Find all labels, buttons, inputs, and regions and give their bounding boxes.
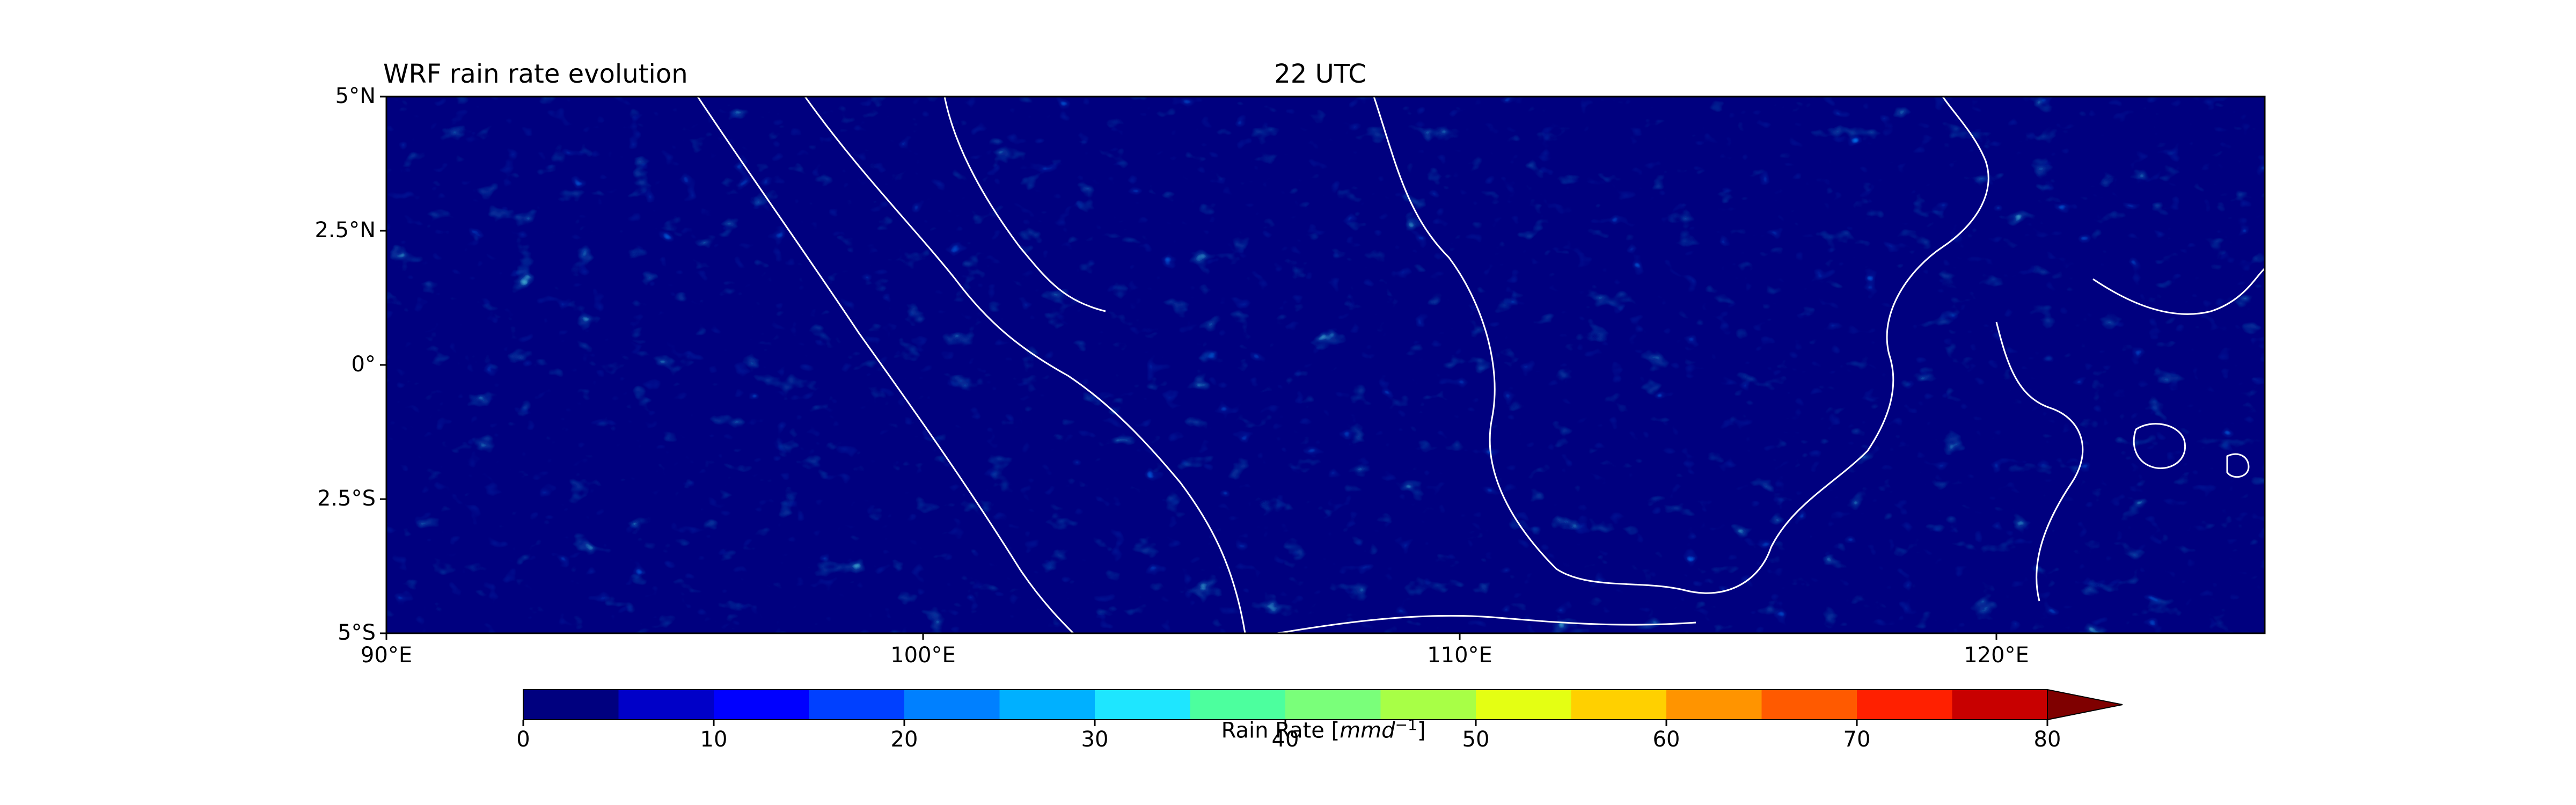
lat-tick-label: 5°N (335, 84, 376, 108)
colorbar-tick-label: 30 (1081, 727, 1109, 752)
colorbar-tick-label: 10 (700, 727, 728, 752)
colorbar-tick-label: 40 (1271, 727, 1299, 752)
colorbar-tick-label: 0 (516, 727, 530, 752)
colorbar-tick-label: 80 (2033, 727, 2061, 752)
colorbar-segment (1761, 690, 1857, 720)
colorbar-segment (1095, 690, 1190, 720)
lat-tick-label: 2.5°S (317, 486, 376, 511)
colorbar-label-exponent: −1 (1395, 716, 1417, 734)
colorbar-tick-label: 50 (1462, 727, 1490, 752)
coastline-malay (943, 97, 1106, 312)
coastline-java (1277, 614, 1696, 633)
colorbar-segment (999, 690, 1095, 720)
lon-tick-label: 90°E (360, 643, 413, 668)
colorbar-segment (1952, 690, 2048, 720)
coastline-sulawesi (1995, 267, 2265, 602)
colorbar-segment (1666, 690, 1762, 720)
coastline-borneo (1373, 97, 1989, 594)
title-left: WRF rain rate evolution (383, 59, 688, 89)
coastline-islands (2133, 423, 2250, 478)
colorbar-extend-arrow (2047, 689, 2123, 721)
colorbar-tick-label: 70 (1843, 727, 1871, 752)
lon-tick-label: 100°E (890, 643, 956, 668)
coastline-sumatra (804, 97, 1246, 633)
title-center: 22 UTC (1274, 59, 1366, 89)
coastline-sumatra-west (697, 97, 1074, 633)
colorbar-label-close: ] (1417, 718, 1426, 743)
coastlines (697, 97, 2265, 633)
colorbar-segment (904, 690, 1000, 720)
colorbar-segment (1190, 690, 1286, 720)
lon-tick-label: 120°E (1964, 643, 2029, 668)
rain-field-heavy (386, 97, 2265, 633)
colorbar-tick-label: 60 (1652, 727, 1680, 752)
colorbar-tick-label: 20 (890, 727, 918, 752)
map-area (385, 96, 2266, 634)
colorbar-label-text: Rain Rate [ (1221, 718, 1340, 743)
colorbar-segment (1476, 690, 1571, 720)
lon-tick-label: 110°E (1427, 643, 1492, 668)
colorbar-segment (1857, 690, 1952, 720)
colorbar-label-unit: mmd (1340, 718, 1395, 743)
colorbar-segment (618, 690, 714, 720)
colorbar-segment (714, 690, 809, 720)
lat-tick-label: 5°S (338, 620, 376, 645)
colorbar-label: Rain Rate [mmd−1] (1221, 716, 1426, 743)
colorbar-segment (1285, 690, 1381, 720)
colorbar-segment (523, 690, 619, 720)
axis-ticks (380, 96, 1997, 640)
colorbar (522, 689, 2123, 726)
colorbar-segment (1571, 690, 1667, 720)
lat-tick-label: 0° (351, 352, 376, 377)
colorbar-segment (809, 690, 905, 720)
lat-tick-label: 2.5°N (314, 218, 376, 243)
colorbar-segment (1380, 690, 1476, 720)
